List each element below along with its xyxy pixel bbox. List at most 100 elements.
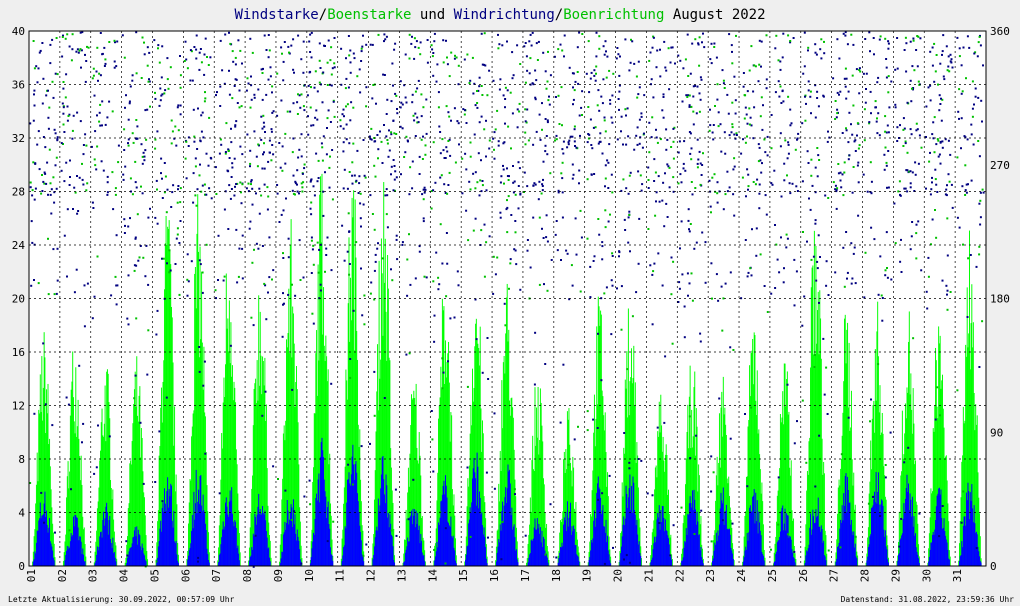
wind-bar <box>972 522 974 566</box>
wind-bar <box>653 543 655 566</box>
wind-direction-point <box>571 284 574 287</box>
gust-bar <box>844 314 846 566</box>
wind-direction-point <box>356 149 359 152</box>
wind-direction-point <box>869 191 872 193</box>
gust-bar <box>316 395 318 566</box>
gust-bar <box>908 311 910 566</box>
wind-direction-point <box>870 192 873 195</box>
gust-direction-point <box>557 48 560 51</box>
wind-direction-point <box>938 535 941 538</box>
wind-direction-point <box>407 518 410 521</box>
gust-direction-point <box>620 328 623 331</box>
gust-direction-point <box>416 121 419 124</box>
wind-direction-point <box>674 62 676 65</box>
wind-bar <box>634 510 636 566</box>
wind-direction-point <box>688 104 691 107</box>
wind-bar <box>884 536 886 566</box>
gust-direction-point <box>702 152 704 155</box>
wind-direction-point <box>121 34 124 37</box>
wind-direction-point <box>292 137 295 140</box>
gust-bar <box>536 437 538 566</box>
gust-bar <box>451 415 453 566</box>
wind-direction-point <box>854 139 857 142</box>
wind-bar <box>104 518 106 566</box>
wind-direction-point <box>624 229 627 231</box>
wind-direction-point <box>506 89 509 92</box>
gust-direction-point <box>967 257 970 260</box>
wind-direction-point <box>597 332 599 335</box>
wind-direction-point <box>348 263 351 265</box>
gust-direction-point <box>586 237 589 240</box>
wind-direction-point <box>401 243 404 246</box>
gust-bar <box>535 445 537 566</box>
gust-bar <box>722 376 724 566</box>
wind-bar <box>728 529 730 566</box>
wind-direction-point <box>823 393 826 396</box>
wind-bar <box>83 561 85 566</box>
wind-direction-point <box>222 279 225 282</box>
wind-bar <box>343 545 345 566</box>
gust-bar <box>402 562 404 566</box>
wind-direction-point <box>449 154 452 157</box>
wind-bar <box>669 556 671 566</box>
wind-direction-point <box>697 42 700 45</box>
wind-bar <box>386 485 388 566</box>
gust-bar <box>103 436 105 566</box>
gust-direction-point <box>461 157 464 160</box>
wind-direction-point <box>309 207 312 210</box>
wind-direction-point <box>850 123 852 126</box>
gust-bar <box>251 488 253 566</box>
gust-bar <box>871 418 873 566</box>
wind-bar <box>651 559 653 566</box>
gust-bar <box>842 412 844 566</box>
gust-bar <box>295 382 297 566</box>
wind-direction-point <box>604 40 607 43</box>
wind-bar <box>319 457 321 566</box>
gust-bar <box>969 230 970 566</box>
wind-direction-point <box>679 247 681 250</box>
gust-direction-point <box>948 70 951 73</box>
wind-direction-point <box>939 162 942 165</box>
gust-direction-point <box>141 155 144 158</box>
wind-direction-point <box>617 53 620 56</box>
wind-bar <box>188 550 190 566</box>
wind-bar <box>411 524 413 566</box>
wind-direction-point <box>345 77 348 80</box>
wind-bar <box>906 474 908 566</box>
wind-bar <box>413 515 415 566</box>
wind-bar <box>362 555 364 566</box>
wind-direction-point <box>241 153 244 156</box>
wind-bar <box>971 484 973 566</box>
wind-bar <box>712 558 714 566</box>
wind-bar <box>561 542 563 566</box>
gust-direction-point <box>299 279 302 281</box>
gust-direction-point <box>962 490 965 493</box>
wind-direction-point <box>254 534 257 537</box>
gust-direction-point <box>652 35 655 38</box>
wind-direction-point <box>377 242 379 245</box>
gust-bar <box>750 353 752 566</box>
gust-direction-point <box>804 119 807 122</box>
wind-direction-point <box>406 294 409 297</box>
gust-bar <box>350 320 352 566</box>
gust-bar <box>563 451 565 566</box>
wind-bar <box>407 537 409 566</box>
gust-direction-point <box>536 59 539 61</box>
gust-bar <box>217 560 219 566</box>
gust-direction-point <box>748 69 751 72</box>
gust-direction-point <box>743 117 746 120</box>
gust-direction-point <box>481 184 484 187</box>
wind-bar <box>697 521 699 566</box>
wind-direction-point <box>310 179 312 182</box>
wind-bar <box>791 549 793 566</box>
wind-direction-point <box>106 191 109 194</box>
wind-bar <box>332 560 334 566</box>
wind-direction-point <box>787 152 790 155</box>
wind-bar <box>481 512 483 566</box>
wind-bar <box>108 520 110 566</box>
wind-direction-point <box>93 472 96 475</box>
gust-bar <box>781 417 783 566</box>
wind-bar <box>536 529 538 566</box>
wind-bar <box>532 540 534 566</box>
wind-bar <box>255 524 257 566</box>
